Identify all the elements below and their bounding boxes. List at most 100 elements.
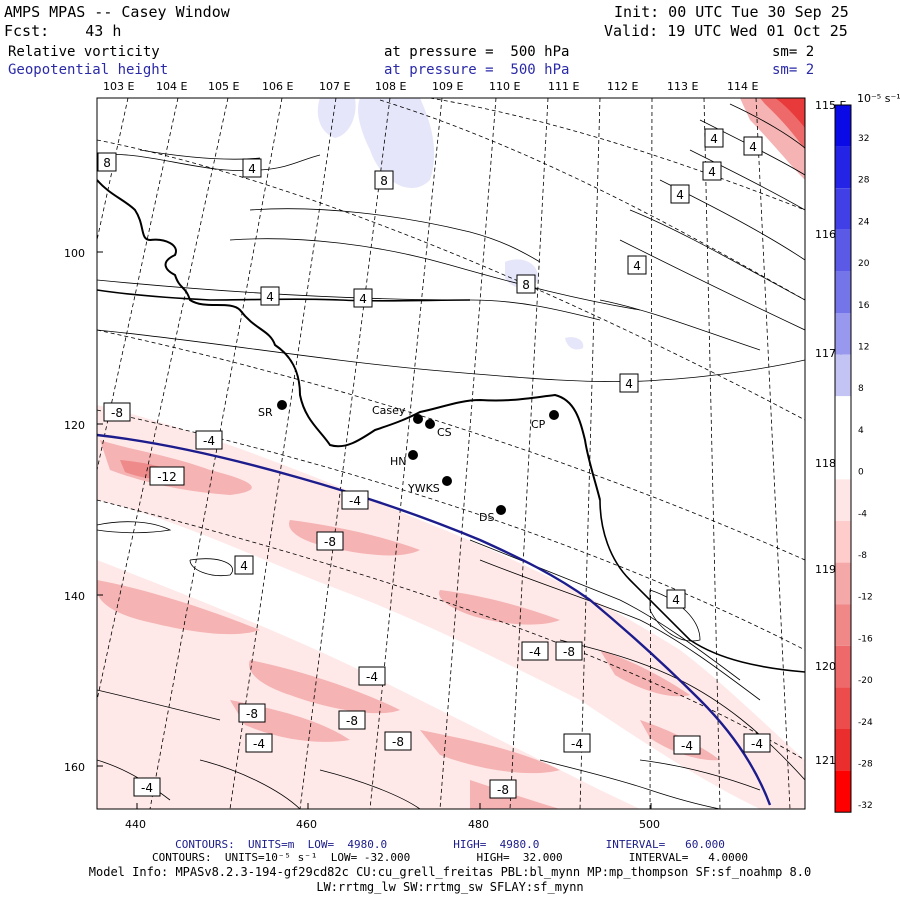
colorbar-label: 12 bbox=[858, 343, 869, 353]
x-tick-label: 460 bbox=[296, 818, 317, 831]
station-dot-ywks bbox=[442, 476, 452, 486]
colorbar-label: 16 bbox=[858, 301, 870, 311]
svg-text:4: 4 bbox=[625, 377, 633, 391]
field1-level: at pressure = 500 hPa bbox=[384, 44, 570, 60]
colorbar-label: -32 bbox=[858, 801, 873, 811]
station-dot-sr bbox=[277, 400, 287, 410]
colorbar-label: -16 bbox=[858, 634, 873, 644]
svg-text:-8: -8 bbox=[563, 645, 575, 659]
contour-label: 8 bbox=[97, 152, 117, 172]
lon-label: 108 E bbox=[375, 80, 406, 93]
colorbar-label: 28 bbox=[858, 176, 870, 186]
svg-text:-4: -4 bbox=[751, 737, 763, 751]
contour-label: -8 bbox=[316, 531, 344, 551]
contour-label: -8 bbox=[103, 402, 131, 422]
lon-label: 113 E bbox=[667, 80, 698, 93]
plot-frame bbox=[96, 97, 806, 810]
contour-label: 4 bbox=[234, 555, 254, 575]
field2-level: at pressure = 500 hPa bbox=[384, 62, 570, 78]
svg-text:-4: -4 bbox=[681, 739, 693, 753]
svg-text:4: 4 bbox=[749, 140, 757, 154]
contour-label: -12 bbox=[149, 466, 185, 486]
colorbar-segment bbox=[835, 396, 851, 438]
svg-text:-4: -4 bbox=[253, 737, 265, 751]
svg-text:-8: -8 bbox=[111, 406, 123, 420]
station-markers bbox=[277, 400, 559, 515]
station-label: CP bbox=[531, 418, 546, 431]
colorbar-label: -8 bbox=[858, 551, 867, 561]
colorbar-segment bbox=[835, 313, 851, 355]
svg-text:-8: -8 bbox=[324, 535, 336, 549]
x-axis: 440 460 480 500 bbox=[125, 803, 660, 831]
station-dot-casey bbox=[413, 414, 423, 424]
svg-text:-8: -8 bbox=[392, 735, 404, 749]
colorbar-label: 32 bbox=[858, 134, 869, 144]
contour-label: 4 bbox=[242, 158, 262, 178]
contour-label: 4 bbox=[666, 589, 686, 609]
colorbar-segment bbox=[835, 146, 851, 189]
colorbar-label: -20 bbox=[858, 676, 873, 686]
lon-label: 109 E bbox=[432, 80, 463, 93]
contour-label: 4 bbox=[743, 136, 763, 156]
contour-label: 4 bbox=[702, 161, 722, 181]
lon-label: 110 E bbox=[489, 80, 520, 93]
colorbar-segment bbox=[835, 645, 851, 688]
contour-label: -4 bbox=[521, 641, 549, 661]
lon-label: 106 E bbox=[262, 80, 293, 93]
field1-name: Relative vorticity bbox=[8, 44, 160, 60]
coastline-2 bbox=[97, 289, 471, 302]
station-label: YWKS bbox=[407, 482, 440, 495]
contour-label: -4 bbox=[358, 666, 386, 686]
contour-label: -4 bbox=[341, 490, 369, 510]
station-labels: SR Casey CS CP HN YWKS DS bbox=[258, 404, 546, 524]
svg-text:-4: -4 bbox=[529, 645, 541, 659]
colorbar-segment bbox=[835, 687, 851, 729]
colorbar-segment bbox=[835, 562, 851, 605]
colorbar-segment bbox=[835, 188, 851, 230]
colorbar-segment bbox=[835, 354, 851, 397]
lon-label: 111 E bbox=[548, 80, 579, 93]
station-label: Casey bbox=[372, 404, 406, 417]
colorbar-frame bbox=[834, 104, 852, 813]
colorbar-segment bbox=[835, 271, 851, 313]
contour-label: -4 bbox=[673, 735, 701, 755]
svg-text:4: 4 bbox=[359, 292, 367, 306]
y-tick-label: 140 bbox=[64, 590, 85, 603]
lon-label: 104 E bbox=[156, 80, 187, 93]
svg-text:-8: -8 bbox=[497, 783, 509, 797]
contour-label: -8 bbox=[338, 710, 366, 730]
contour-label: -4 bbox=[563, 733, 591, 753]
svg-text:-4: -4 bbox=[349, 494, 361, 508]
y-tick-label: 120 bbox=[64, 419, 85, 432]
station-dot-cp bbox=[549, 410, 559, 420]
svg-text:4: 4 bbox=[708, 165, 716, 179]
colorbar-label: -12 bbox=[858, 593, 873, 603]
svg-text:4: 4 bbox=[266, 290, 274, 304]
colorbar-label: -28 bbox=[858, 760, 873, 770]
field2-smoothing: sm= 2 bbox=[772, 62, 815, 78]
contour-label: -8 bbox=[555, 641, 583, 661]
latitude-grid bbox=[97, 98, 805, 761]
colorbar-unit: 10⁻⁵ s⁻¹ bbox=[857, 92, 900, 105]
station-label: DS bbox=[479, 511, 494, 524]
colorbar-segment bbox=[835, 604, 851, 646]
lon-label: 105 E bbox=[208, 80, 239, 93]
svg-text:4: 4 bbox=[672, 593, 680, 607]
svg-text:-4: -4 bbox=[203, 434, 215, 448]
contour-label: 8 bbox=[374, 170, 394, 190]
station-dot-hn bbox=[408, 450, 418, 460]
svg-text:8: 8 bbox=[522, 278, 530, 292]
colorbar-label: 8 bbox=[858, 384, 864, 394]
station-dot-ds bbox=[496, 505, 506, 515]
colorbar-segment bbox=[835, 770, 851, 813]
vorticity-contour-info: CONTOURS: UNITS=10⁻⁵ s⁻¹ LOW= -32.000 HI… bbox=[151, 851, 749, 864]
svg-text:8: 8 bbox=[380, 174, 388, 188]
colorbar-segment bbox=[835, 479, 851, 521]
top-longitude-labels: 103 E 104 E 105 E 106 E 107 E 108 E 109 … bbox=[103, 80, 758, 93]
contour-label: -8 bbox=[238, 703, 266, 723]
colorbar-label: -4 bbox=[858, 509, 867, 519]
colorbar-label: 20 bbox=[858, 259, 870, 269]
svg-text:-4: -4 bbox=[366, 670, 378, 684]
station-dot-cs bbox=[425, 419, 435, 429]
